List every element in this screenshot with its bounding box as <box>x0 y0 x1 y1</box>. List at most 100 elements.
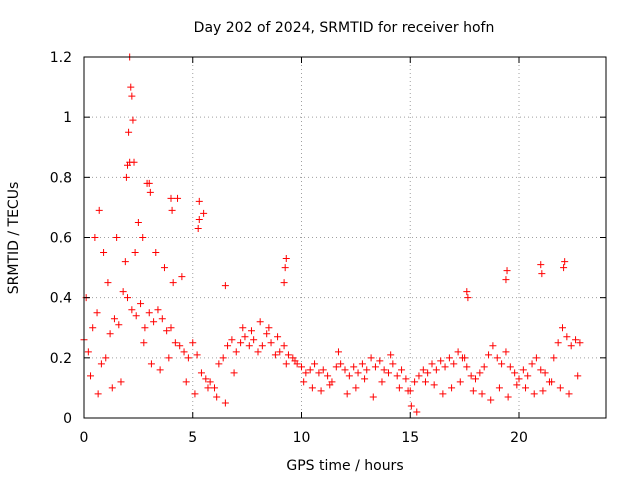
data-point <box>515 375 523 383</box>
data-point <box>389 360 397 368</box>
data-point <box>108 384 116 392</box>
data-point <box>93 309 101 317</box>
data-point <box>280 279 288 287</box>
data-point <box>319 366 327 374</box>
data-point <box>147 360 155 368</box>
data-point <box>560 264 568 272</box>
data-point <box>556 384 564 392</box>
data-point <box>385 369 392 377</box>
data-point <box>145 179 153 187</box>
data-point <box>343 390 351 398</box>
data-point <box>221 282 229 290</box>
data-point <box>180 348 188 356</box>
data-point <box>528 360 536 368</box>
data-point <box>464 294 472 302</box>
data-point <box>128 306 136 314</box>
data-point <box>230 369 238 377</box>
data-point <box>160 264 168 272</box>
data-point <box>100 249 108 257</box>
data-point <box>456 378 464 386</box>
axis-ticks <box>83 56 606 419</box>
data-point <box>102 354 110 362</box>
data-point <box>104 279 112 287</box>
data-point <box>495 384 503 392</box>
data-point <box>140 339 148 347</box>
data-point <box>511 369 519 377</box>
data-point <box>300 378 308 386</box>
data-point <box>367 354 375 362</box>
data-point <box>439 390 447 398</box>
data-point <box>91 234 99 241</box>
data-point <box>122 173 130 181</box>
data-point <box>567 342 575 350</box>
data-point <box>480 363 488 371</box>
data-point <box>182 378 190 386</box>
data-point <box>565 390 573 398</box>
data-point <box>561 258 569 266</box>
data-point <box>193 351 201 359</box>
data-point <box>572 336 580 344</box>
data-point <box>524 372 532 380</box>
data-point <box>380 366 388 374</box>
data-point <box>537 261 545 269</box>
data-point <box>168 206 176 214</box>
data-point <box>437 357 445 365</box>
data-point <box>276 348 284 356</box>
data-point <box>398 366 406 374</box>
data-point <box>284 351 292 359</box>
data-point <box>87 372 95 380</box>
data-point <box>463 288 471 296</box>
data-point <box>165 354 173 362</box>
data-point <box>469 387 477 395</box>
data-point <box>554 339 562 347</box>
data-point <box>119 288 127 296</box>
data-point <box>267 339 275 347</box>
data-point <box>559 324 566 332</box>
data-point <box>411 378 419 386</box>
data-point <box>221 399 229 407</box>
data-point <box>250 336 258 344</box>
grid-lines <box>84 57 606 418</box>
data-point <box>274 333 282 341</box>
data-point <box>407 402 415 410</box>
data-point <box>371 363 379 371</box>
data-point <box>538 270 546 278</box>
data-point <box>341 366 349 374</box>
data-point <box>228 336 236 344</box>
data-point <box>189 339 197 347</box>
data-point <box>302 369 310 377</box>
data-point <box>537 366 545 374</box>
data-point <box>445 354 453 362</box>
x-tick-label: 20 <box>510 430 528 446</box>
x-tick-labels: 0 5 10 15 20 <box>80 430 528 446</box>
data-point <box>131 249 139 257</box>
data-point <box>121 258 129 266</box>
y-tick-label: 0.2 <box>50 351 72 367</box>
data-point <box>519 366 527 374</box>
data-point <box>146 188 154 196</box>
data-point <box>127 83 135 91</box>
data-point <box>548 378 556 386</box>
data-point <box>271 351 279 359</box>
data-point <box>158 315 166 323</box>
x-tick-label: 0 <box>80 430 89 446</box>
x-axis-label: GPS time / hours <box>286 458 403 474</box>
data-point <box>117 378 125 386</box>
y-tick-label: 1 <box>63 110 72 126</box>
data-point <box>513 381 521 389</box>
data-point <box>215 360 223 368</box>
data-point <box>332 363 340 371</box>
data-point <box>311 360 319 368</box>
data-point <box>263 330 271 338</box>
data-point <box>306 366 314 374</box>
data-point <box>115 321 123 329</box>
data-point <box>145 309 153 317</box>
data-point <box>363 366 371 374</box>
data-point <box>337 360 345 368</box>
data-point <box>315 369 323 377</box>
data-point <box>282 360 290 368</box>
data-point <box>361 375 369 383</box>
data-point <box>213 393 221 401</box>
data-point <box>522 384 530 392</box>
